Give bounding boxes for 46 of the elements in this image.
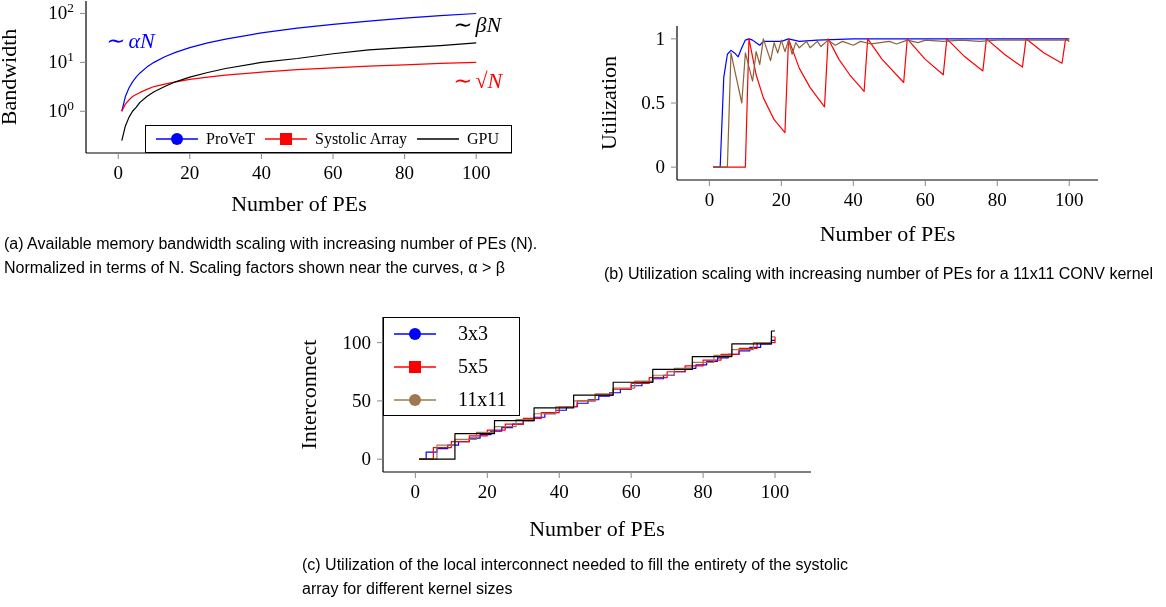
y-tick-label: 10$^{0}$ (48, 97, 75, 122)
x-axis-title: Number of PEs (819, 221, 956, 246)
x-tick-label: 20 (771, 189, 791, 210)
annotation: ∼ βN (452, 12, 502, 38)
x-tick-label: 0 (704, 189, 715, 210)
y-tick-label: 50 (352, 389, 371, 411)
x-tick-label: 60 (323, 162, 343, 183)
y-tick-label: 0 (361, 448, 371, 470)
x-tick-label: 60 (621, 481, 641, 502)
x-tick-label: 80 (987, 189, 1007, 210)
x-tick-label: 20 (477, 481, 497, 502)
y-tick-label: 1 (655, 27, 665, 49)
annotation: ∼ αN (105, 28, 155, 54)
line-series (712, 38, 1070, 168)
legend-label: 11x11 (457, 388, 508, 411)
y-axis-title: Utilization (595, 55, 621, 151)
legend-label: 3x3 (457, 322, 489, 345)
x-tick-label: 0 (113, 162, 123, 183)
y-tick-label: 10$^{1}$ (48, 48, 74, 73)
y-tick-label: 100 (342, 331, 371, 353)
x-tick-label: 80 (395, 162, 415, 183)
y-tick-label: 10$^{2}$ (48, 0, 74, 24)
x-axis-title: Number of PEs (529, 516, 665, 541)
text: (a) Available memory bandwidth scaling with increasing number of PEs (N). Normalized in terms of N. Scaling factors shown near the curves, α > β (4, 234, 539, 278)
x-tick-label: 40 (251, 162, 271, 183)
legend-label: GPU (466, 130, 500, 148)
x-tick-label: 100 (1054, 189, 1084, 210)
y-axis-title: Interconnect (295, 339, 321, 450)
legend-label: ProVeT (206, 130, 256, 148)
text: (c) Utilization of the local interconnect needed to fill the entirety of the systolic array for different kernel sizes (302, 555, 850, 599)
legend-label: 5x5 (457, 355, 489, 378)
x-tick-label: 40 (549, 481, 569, 502)
x-tick-label: 80 (693, 481, 713, 502)
legend-label: Systolic Array (314, 130, 408, 148)
x-tick-label: 20 (180, 162, 200, 183)
line-series (121, 61, 477, 112)
x-tick-label: 40 (843, 189, 863, 210)
x-tick-label: 100 (461, 162, 491, 183)
text: (b) Utilization scaling with increasing number of PEs for a 11x11 CONV kernel (604, 264, 1154, 284)
x-axis-title: Number of PEs (231, 191, 367, 216)
x-tick-label: 60 (915, 189, 935, 210)
y-tick-label: 0.5 (641, 92, 665, 113)
annotation: ∼ √N (452, 68, 503, 94)
x-tick-label: 100 (760, 481, 790, 502)
x-tick-label: 0 (410, 481, 421, 502)
y-axis-title: Bandwidth (0, 28, 21, 126)
